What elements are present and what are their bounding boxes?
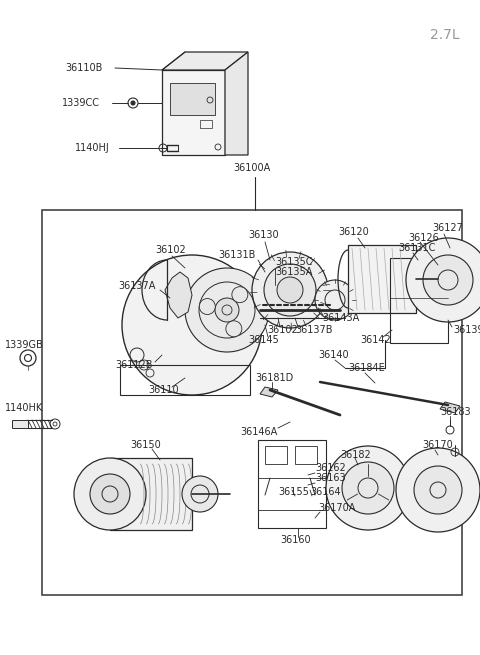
Text: 36137B: 36137B (295, 325, 333, 335)
Text: 36127: 36127 (432, 223, 463, 233)
Text: 36140: 36140 (318, 350, 348, 360)
Text: 36112B: 36112B (115, 360, 153, 370)
Text: 36100A: 36100A (233, 163, 270, 173)
Text: 36130: 36130 (248, 230, 278, 240)
Text: 36163: 36163 (315, 473, 346, 483)
Circle shape (440, 267, 444, 272)
Text: 36131B: 36131B (218, 250, 255, 260)
Text: 36160: 36160 (280, 535, 311, 545)
Polygon shape (165, 272, 192, 318)
Text: 36137A: 36137A (118, 281, 156, 291)
Polygon shape (260, 387, 278, 397)
Circle shape (315, 280, 355, 320)
Text: 36181D: 36181D (255, 373, 293, 383)
Polygon shape (162, 52, 248, 70)
Bar (390, 258, 448, 343)
Circle shape (396, 448, 480, 532)
Text: 36162: 36162 (315, 463, 346, 473)
Text: 2.7L: 2.7L (431, 28, 460, 42)
Circle shape (406, 238, 480, 322)
Text: 36146A: 36146A (240, 427, 277, 437)
Text: 36102: 36102 (267, 325, 298, 335)
Bar (120, 365, 250, 395)
Text: 36110: 36110 (148, 385, 179, 395)
Text: 36142: 36142 (360, 335, 391, 345)
Bar (348, 245, 416, 313)
Text: 36131C: 36131C (398, 243, 435, 253)
Circle shape (252, 252, 328, 328)
Text: 36170A: 36170A (318, 503, 355, 513)
Text: 36120: 36120 (338, 227, 369, 237)
Bar (258, 440, 326, 528)
Text: 36110B: 36110B (65, 63, 102, 73)
Circle shape (264, 264, 316, 316)
Polygon shape (440, 402, 460, 413)
Circle shape (90, 474, 130, 514)
Text: 36183: 36183 (440, 407, 470, 417)
Circle shape (423, 255, 473, 305)
Bar (110, 458, 192, 530)
Text: 36135C: 36135C (275, 257, 312, 267)
Circle shape (418, 269, 438, 289)
Text: 36102: 36102 (155, 245, 186, 255)
Circle shape (226, 321, 242, 337)
Circle shape (74, 458, 146, 530)
Circle shape (414, 466, 462, 514)
Polygon shape (12, 420, 28, 428)
Text: 1339GB: 1339GB (5, 340, 44, 350)
Text: 36164: 36164 (310, 487, 341, 497)
Text: 36135A: 36135A (275, 267, 312, 277)
Text: 36155: 36155 (278, 487, 309, 497)
Polygon shape (162, 70, 225, 155)
Circle shape (342, 462, 394, 514)
Circle shape (326, 446, 410, 530)
Text: 36139: 36139 (453, 325, 480, 335)
Text: 36182: 36182 (340, 450, 371, 460)
Text: 1140HK: 1140HK (5, 403, 43, 413)
Text: 1140HJ: 1140HJ (75, 143, 110, 153)
Circle shape (277, 277, 303, 303)
Circle shape (122, 255, 262, 395)
Circle shape (185, 268, 269, 352)
Bar (265, 446, 287, 464)
Text: 36143A: 36143A (322, 313, 359, 323)
Text: 36145: 36145 (248, 335, 279, 345)
Text: 1339CC: 1339CC (62, 98, 100, 108)
Text: 36126: 36126 (408, 233, 439, 243)
Text: 36184E: 36184E (348, 363, 385, 373)
Text: 36150: 36150 (130, 440, 161, 450)
Polygon shape (225, 52, 248, 155)
Circle shape (131, 101, 135, 105)
Text: 36170: 36170 (422, 440, 453, 450)
Circle shape (232, 287, 248, 303)
Bar (295, 446, 317, 464)
Circle shape (199, 299, 216, 314)
Bar (200, 120, 212, 128)
Bar (42, 210, 462, 595)
Bar (170, 83, 215, 115)
Circle shape (215, 298, 239, 322)
Circle shape (182, 476, 218, 512)
